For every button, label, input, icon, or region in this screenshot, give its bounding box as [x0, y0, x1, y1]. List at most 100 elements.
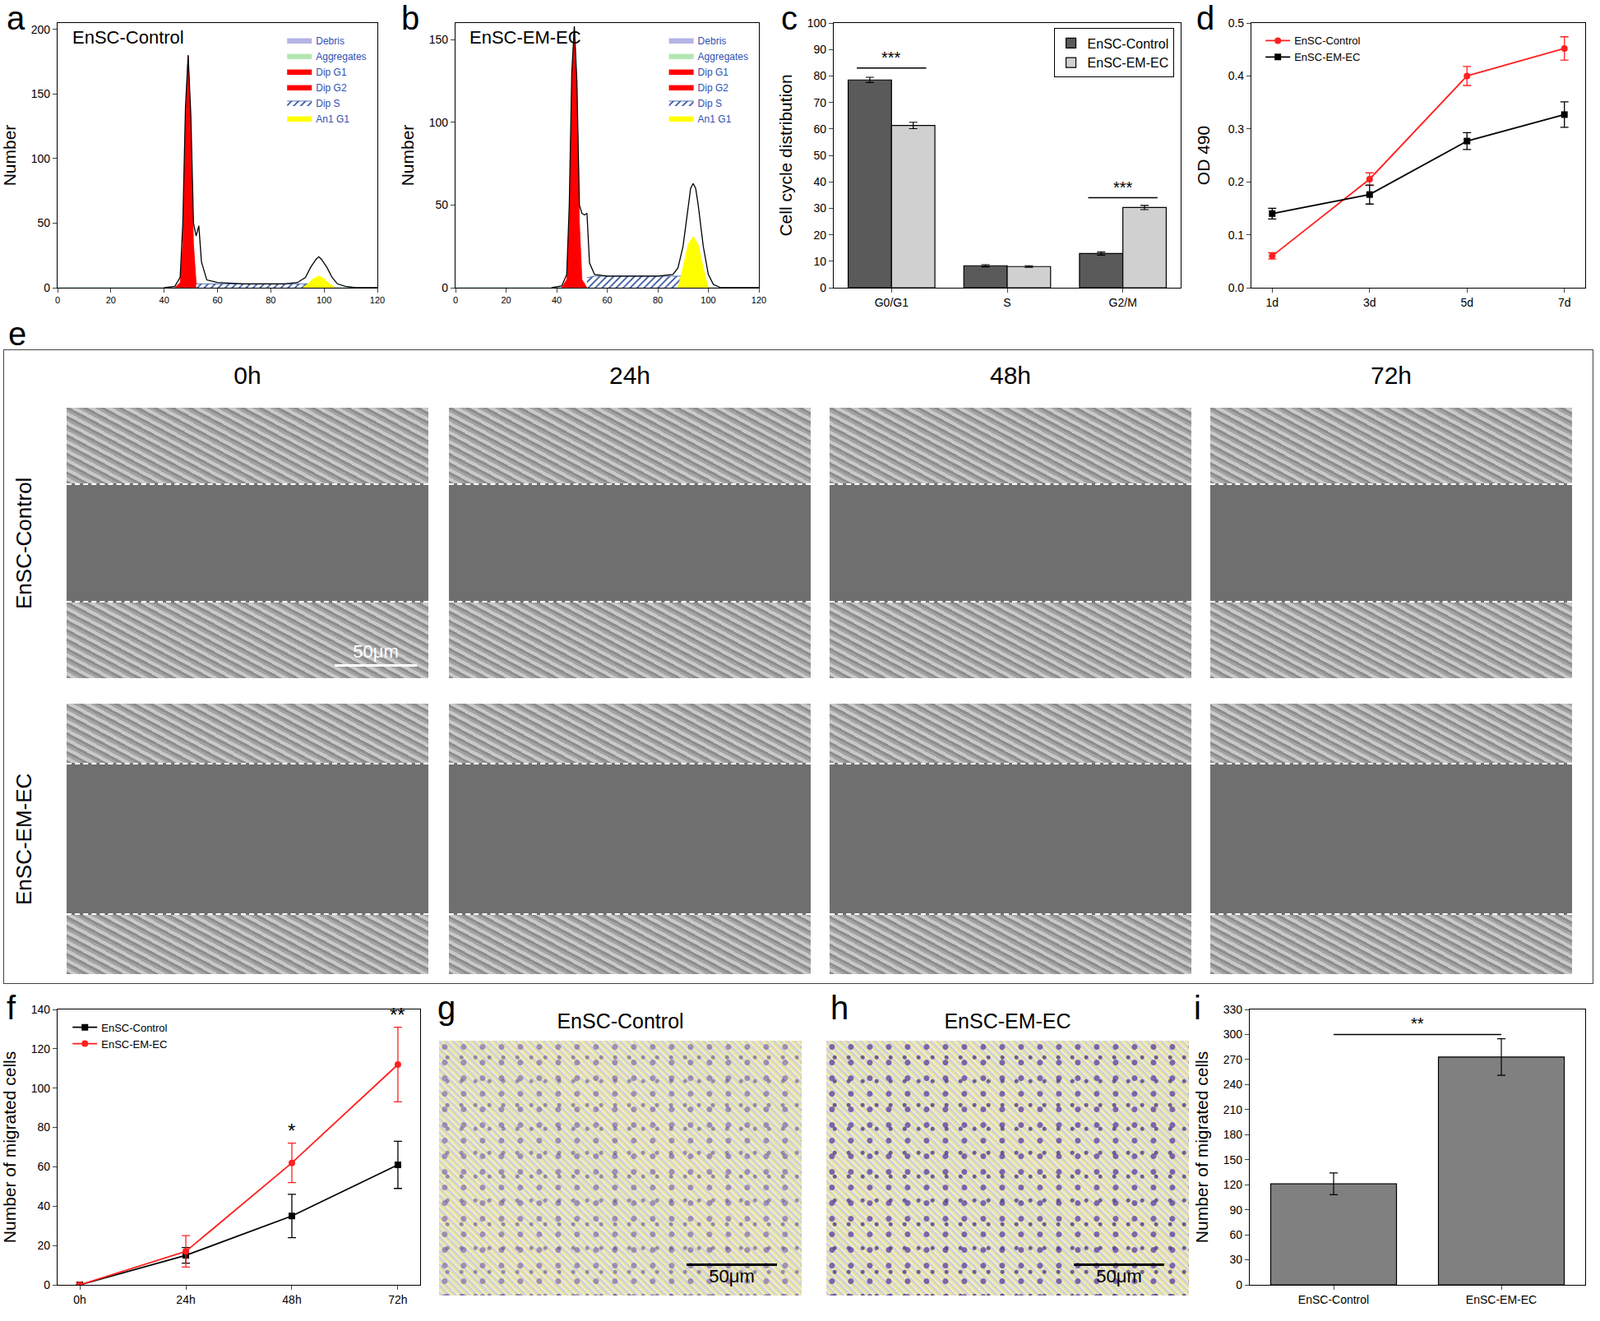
svg-text:60: 60 — [601, 295, 612, 306]
svg-text:40: 40 — [37, 1199, 51, 1213]
svg-text:100: 100 — [31, 152, 51, 166]
svg-text:120: 120 — [1223, 1178, 1244, 1192]
svg-text:EnSC-EM-EC: EnSC-EM-EC — [469, 27, 582, 48]
svg-text:60: 60 — [813, 122, 828, 136]
svg-text:EnSC-Control: EnSC-Control — [72, 27, 185, 48]
svg-text:0.5: 0.5 — [1228, 16, 1245, 30]
svg-text:0.2: 0.2 — [1228, 175, 1245, 189]
svg-text:100: 100 — [429, 115, 449, 130]
svg-text:330: 330 — [1223, 1003, 1244, 1017]
svg-text:80: 80 — [265, 295, 276, 306]
svg-text:Dip G2: Dip G2 — [315, 82, 347, 94]
svg-text:Dip S: Dip S — [315, 97, 340, 110]
svg-text:70: 70 — [813, 96, 828, 110]
svg-text:40: 40 — [551, 295, 562, 306]
svg-text:***: *** — [1113, 178, 1133, 197]
svg-text:60: 60 — [37, 1160, 51, 1174]
svg-text:G2/M: G2/M — [1109, 295, 1138, 310]
svg-text:80: 80 — [37, 1120, 51, 1134]
svg-text:100: 100 — [31, 1082, 51, 1096]
svg-text:EnSC-Control: EnSC-Control — [1087, 36, 1170, 51]
svg-text:Dip G1: Dip G1 — [315, 66, 347, 79]
svg-text:24h: 24h — [175, 1293, 195, 1307]
svg-text:150: 150 — [31, 87, 51, 101]
svg-text:20: 20 — [37, 1239, 51, 1253]
svg-text:EnSC-Control: EnSC-Control — [1294, 34, 1360, 47]
svg-text:150: 150 — [1223, 1153, 1244, 1167]
svg-text:Debris: Debris — [315, 35, 345, 47]
svg-text:0.0: 0.0 — [1228, 281, 1245, 295]
svg-text:0: 0 — [55, 295, 61, 306]
svg-text:20: 20 — [106, 295, 116, 306]
svg-text:120: 120 — [31, 1042, 51, 1056]
svg-text:Number: Number — [0, 124, 19, 187]
svg-text:**: ** — [1410, 1014, 1425, 1033]
svg-text:10: 10 — [813, 254, 828, 269]
svg-text:60: 60 — [212, 295, 222, 306]
svg-text:EnSC-EM-EC: EnSC-EM-EC — [1087, 55, 1170, 70]
svg-text:3d: 3d — [1363, 295, 1377, 310]
svg-text:Aggregates: Aggregates — [698, 50, 749, 63]
svg-text:Dip G2: Dip G2 — [698, 82, 730, 94]
svg-text:48h: 48h — [282, 1293, 301, 1307]
svg-text:5d: 5d — [1460, 295, 1474, 310]
svg-text:90: 90 — [813, 42, 828, 56]
svg-text:0.4: 0.4 — [1228, 69, 1245, 83]
svg-text:G0/G1: G0/G1 — [874, 295, 909, 310]
svg-text:An1 G1: An1 G1 — [315, 113, 350, 125]
svg-text:Number of migrated cells: Number of migrated cells — [0, 1051, 19, 1244]
svg-text:0h: 0h — [73, 1293, 87, 1307]
svg-text:EnSC-Control: EnSC-Control — [1298, 1293, 1369, 1307]
svg-text:300: 300 — [1223, 1027, 1244, 1041]
svg-text:200: 200 — [31, 23, 51, 37]
svg-text:100: 100 — [700, 295, 716, 306]
svg-text:0: 0 — [441, 281, 449, 295]
svg-text:1d: 1d — [1266, 295, 1280, 310]
svg-text:EnSC-Control: EnSC-Control — [101, 1021, 167, 1035]
svg-text:50: 50 — [37, 216, 51, 230]
svg-text:210: 210 — [1223, 1103, 1244, 1117]
svg-text:60: 60 — [1230, 1228, 1244, 1242]
svg-text:30: 30 — [1230, 1253, 1244, 1267]
svg-text:0.1: 0.1 — [1228, 228, 1245, 242]
svg-text:EnSC-EM-EC: EnSC-EM-EC — [1294, 50, 1360, 64]
svg-text:0.3: 0.3 — [1228, 122, 1245, 136]
svg-text:50: 50 — [435, 198, 449, 212]
svg-text:20: 20 — [813, 228, 828, 242]
svg-text:120: 120 — [369, 295, 385, 306]
svg-text:20: 20 — [500, 295, 511, 306]
svg-text:150: 150 — [429, 32, 449, 47]
svg-text:**: ** — [389, 1003, 406, 1027]
svg-text:270: 270 — [1223, 1053, 1244, 1067]
svg-text:Debris: Debris — [698, 35, 727, 47]
svg-text:90: 90 — [1230, 1203, 1244, 1217]
svg-text:0: 0 — [1235, 1278, 1243, 1292]
svg-text:S: S — [1003, 295, 1011, 310]
svg-text:Number of migrated cells: Number of migrated cells — [1192, 1051, 1212, 1244]
svg-text:30: 30 — [813, 201, 828, 215]
svg-text:*: * — [287, 1119, 296, 1143]
svg-text:***: *** — [881, 48, 902, 67]
svg-text:40: 40 — [813, 175, 828, 189]
svg-text:Dip G1: Dip G1 — [698, 66, 730, 79]
svg-text:Cell cycle distribution: Cell cycle distribution — [776, 73, 796, 236]
svg-text:100: 100 — [316, 295, 332, 306]
svg-text:140: 140 — [31, 1003, 51, 1017]
svg-text:EnSC-EM-EC: EnSC-EM-EC — [101, 1038, 167, 1051]
svg-text:72h: 72h — [388, 1293, 407, 1307]
svg-text:240: 240 — [1223, 1077, 1244, 1092]
svg-text:80: 80 — [652, 295, 663, 306]
svg-text:Aggregates: Aggregates — [315, 50, 366, 63]
svg-text:120: 120 — [751, 295, 767, 306]
svg-text:7d: 7d — [1558, 295, 1572, 310]
svg-text:EnSC-EM-EC: EnSC-EM-EC — [1465, 1293, 1537, 1307]
svg-text:Number: Number — [397, 124, 417, 187]
svg-text:100: 100 — [807, 16, 828, 30]
svg-text:An1 G1: An1 G1 — [698, 113, 732, 125]
svg-text:0: 0 — [453, 295, 458, 306]
svg-text:Dip S: Dip S — [698, 97, 722, 110]
svg-text:40: 40 — [159, 295, 170, 306]
svg-text:OD 490: OD 490 — [1193, 125, 1213, 185]
svg-text:0: 0 — [43, 1278, 51, 1292]
svg-text:0: 0 — [819, 281, 827, 295]
